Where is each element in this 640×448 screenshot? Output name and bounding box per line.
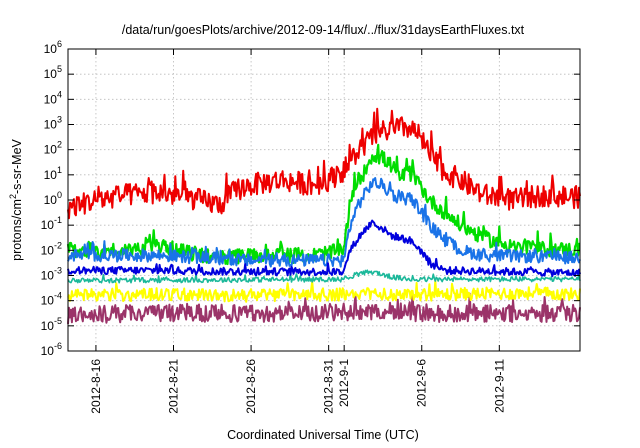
y-tick-base: 10 bbox=[41, 243, 55, 257]
y-tick-base: 10 bbox=[41, 218, 55, 232]
y-tick-label: 10-3 bbox=[41, 266, 62, 283]
x-tick-label: 2012-9-11 bbox=[492, 359, 506, 413]
y-tick-label: 106 bbox=[44, 39, 62, 56]
y-tick-exponent: 6 bbox=[57, 39, 62, 49]
y-axis-label-main: protons/cm bbox=[10, 199, 24, 261]
y-tick-exponent: -2 bbox=[54, 240, 62, 250]
x-tick-label: 2012-8-31 bbox=[322, 359, 336, 414]
y-tick-label: 105 bbox=[44, 64, 62, 81]
y-tick-exponent: 4 bbox=[57, 89, 62, 99]
y-tick-base: 10 bbox=[44, 168, 58, 182]
series-layer bbox=[66, 107, 581, 324]
y-tick-exponent: -1 bbox=[54, 215, 62, 225]
y-tick-label: 100 bbox=[44, 190, 62, 207]
x-tick-label: 2012-8-26 bbox=[244, 359, 258, 414]
y-tick-base: 10 bbox=[41, 269, 55, 283]
series-line bbox=[67, 269, 581, 284]
y-tick-label: 102 bbox=[44, 140, 62, 157]
y-tick-base: 10 bbox=[41, 319, 55, 333]
y-tick-label: 104 bbox=[44, 89, 62, 106]
y-tick-base: 10 bbox=[44, 143, 58, 157]
y-tick-exponent: -6 bbox=[54, 341, 62, 351]
y-axis-label-sup: 2 bbox=[8, 194, 18, 199]
series-line bbox=[67, 292, 581, 324]
y-tick-base: 10 bbox=[44, 92, 58, 106]
y-axis-label: protons/cm2-s-sr-MeV bbox=[8, 138, 24, 260]
y-tick-exponent: -4 bbox=[54, 291, 62, 301]
y-tick-label: 10-1 bbox=[41, 215, 62, 232]
y-tick-exponent: 0 bbox=[57, 190, 62, 200]
series-line bbox=[67, 219, 581, 278]
y-tick-exponent: -3 bbox=[54, 266, 62, 276]
series-line bbox=[67, 107, 581, 220]
x-axis-ticks: 2012-8-16 2012-8-21 2012-8-26 2012-8-31 2012… bbox=[89, 49, 506, 414]
chart-title: /data/run/goesPlots/archive/2012-09-14/f… bbox=[122, 23, 525, 37]
y-tick-label: 10-4 bbox=[41, 291, 62, 308]
y-tick-base: 10 bbox=[44, 118, 58, 132]
y-tick-exponent: 5 bbox=[57, 64, 62, 74]
y-tick-label: 101 bbox=[44, 165, 62, 182]
x-tick-label: 2012-9-1 bbox=[337, 359, 351, 407]
x-tick-label: 2012-8-16 bbox=[89, 359, 103, 414]
y-tick-base: 10 bbox=[44, 193, 58, 207]
y-tick-exponent: 3 bbox=[57, 115, 62, 125]
y-tick-label: 10-6 bbox=[41, 341, 62, 358]
y-tick-base: 10 bbox=[44, 42, 58, 56]
series-line bbox=[67, 177, 581, 268]
y-tick-label: 10-2 bbox=[41, 240, 62, 257]
y-tick-base: 10 bbox=[41, 344, 55, 358]
y-tick-base: 10 bbox=[41, 294, 55, 308]
y-tick-exponent: -5 bbox=[54, 316, 62, 326]
y-axis-ticks: 10-610-510-410-310-210-11001011021031041… bbox=[41, 39, 580, 358]
y-tick-base: 10 bbox=[44, 67, 58, 81]
x-axis-label: Coordinated Universal Time (UTC) bbox=[227, 428, 419, 442]
series-line bbox=[67, 279, 581, 303]
x-tick-label: 2012-8-21 bbox=[167, 359, 181, 414]
y-axis-label-unit: -s-sr-MeV bbox=[10, 138, 24, 194]
y-tick-label: 103 bbox=[44, 115, 62, 132]
y-tick-exponent: 1 bbox=[57, 165, 62, 175]
y-tick-label: 10-5 bbox=[41, 316, 62, 333]
x-tick-label: 2012-9-6 bbox=[415, 359, 429, 407]
y-tick-exponent: 2 bbox=[57, 140, 62, 150]
